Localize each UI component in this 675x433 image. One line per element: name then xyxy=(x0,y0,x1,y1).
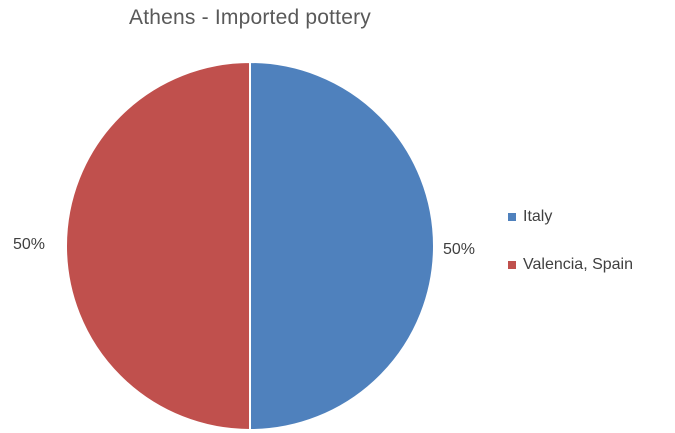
pie-slice-valencia-spain xyxy=(65,60,251,432)
data-label-valencia-spain: 50% xyxy=(13,236,46,253)
pie-slice-italy xyxy=(249,60,435,432)
legend-item-italy: Italy xyxy=(508,206,633,228)
legend: Italy Valencia, Spain xyxy=(508,206,633,302)
data-label-italy: 50% xyxy=(443,241,476,258)
legend-item-valencia-spain: Valencia, Spain xyxy=(508,254,633,276)
chart-title: Athens - Imported pottery xyxy=(129,6,371,29)
legend-label-italy: Italy xyxy=(523,208,553,225)
legend-swatch-italy xyxy=(508,213,516,221)
legend-label-valencia-spain: Valencia, Spain xyxy=(523,256,633,273)
legend-swatch-valencia-spain xyxy=(508,261,516,269)
